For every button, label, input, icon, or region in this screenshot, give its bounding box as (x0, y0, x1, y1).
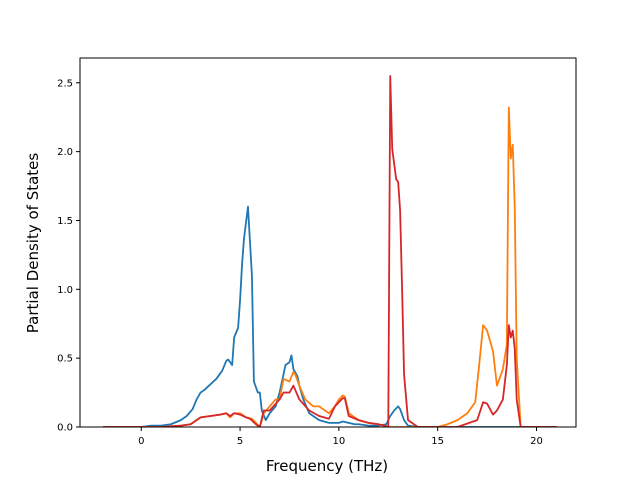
x-tick-label: 10 (333, 436, 346, 447)
x-axis-label: Frequency (THz) (266, 457, 388, 475)
y-axis-label: Partial Density of States (24, 153, 42, 334)
x-tick-label: 20 (530, 436, 543, 447)
y-tick-label: 0.5 (57, 354, 73, 365)
series-line-3 (102, 75, 558, 427)
axes-frame (79, 57, 577, 428)
y-tick-label: 2.5 (57, 78, 73, 89)
x-tick-label: 15 (431, 436, 444, 447)
x-tick-label: 5 (237, 436, 243, 447)
y-tick-label: 2.0 (57, 147, 73, 158)
y-tick-label: 1.0 (57, 285, 73, 296)
y-tick-label: 0.0 (57, 423, 73, 434)
axes: 0 5 10 15 20 0.0 0.5 1.0 1.5 2.0 2.5 (57, 57, 577, 447)
y-tick-label: 1.5 (57, 216, 73, 227)
plot-area (102, 75, 558, 427)
x-tick-label: 0 (138, 436, 144, 447)
